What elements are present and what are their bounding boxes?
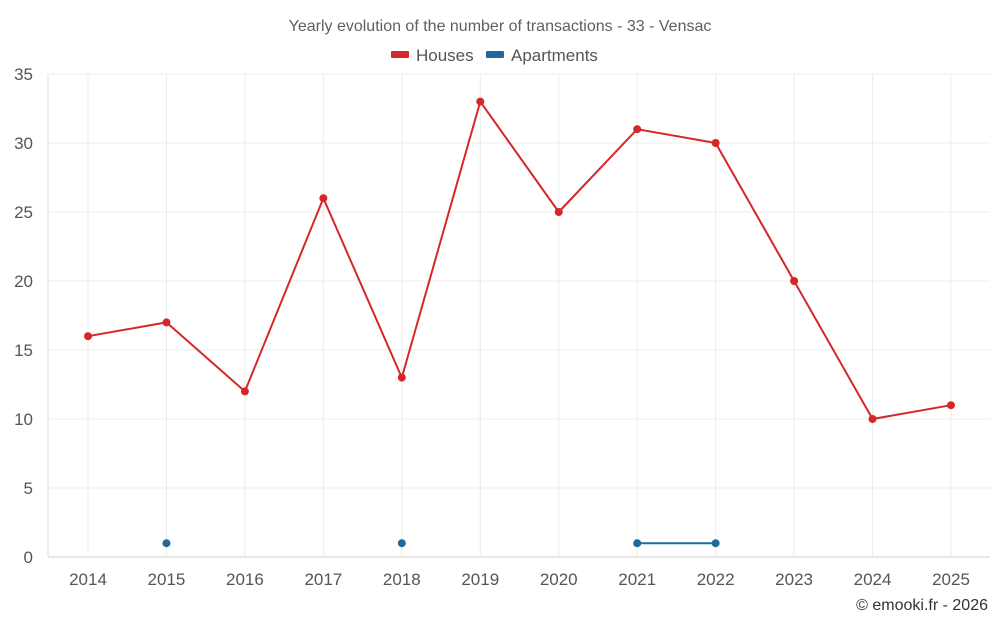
y-tick-label: 30 (14, 134, 33, 153)
y-tick-label: 35 (14, 65, 33, 84)
data-point-apartments (397, 539, 406, 548)
data-point-apartments (711, 539, 720, 548)
x-tick-label: 2025 (932, 570, 970, 589)
data-point-houses (240, 387, 249, 396)
x-tick-label: 2014 (69, 570, 107, 589)
data-point-houses (711, 139, 720, 147)
data-point-houses (554, 208, 563, 216)
x-tick-label: 2023 (775, 570, 813, 589)
data-point-houses (162, 318, 171, 327)
data-point-houses (868, 415, 877, 423)
x-tick-label: 2024 (854, 570, 892, 589)
legend-label-apartments: Apartments (511, 46, 598, 65)
y-tick-label: 20 (14, 272, 33, 291)
data-point-houses (476, 97, 485, 106)
legend: Houses Apartments (391, 46, 598, 65)
data-point-houses (397, 373, 406, 382)
series-line-houses (87, 100, 952, 420)
data-point-houses (790, 277, 799, 285)
y-tick-label: 0 (24, 548, 33, 567)
legend-swatch-apartments (486, 51, 504, 58)
data-point-houses (84, 332, 92, 341)
data-point-houses (633, 125, 642, 134)
chart-title: Yearly evolution of the number of transa… (289, 18, 712, 35)
series-layer (84, 97, 955, 548)
data-point-houses (947, 401, 955, 410)
x-tick-label: 2019 (461, 570, 499, 589)
x-tick-label: 2017 (304, 570, 342, 589)
legend-swatch-houses (391, 51, 409, 58)
x-tick-label: 2016 (226, 570, 264, 589)
x-tick-label: 2020 (540, 570, 578, 589)
data-point-houses (319, 194, 328, 203)
grid (48, 73, 990, 558)
data-point-apartments (633, 539, 642, 548)
y-tick-label: 5 (24, 479, 33, 498)
y-tick-label: 25 (14, 203, 33, 222)
credit-text: © emooki.fr - 2026 (856, 597, 988, 614)
x-tick-label: 2018 (383, 570, 421, 589)
legend-label-houses: Houses (416, 46, 474, 65)
x-tick-label: 2015 (148, 570, 186, 589)
y-tick-label: 10 (14, 410, 33, 429)
y-tick-label: 15 (14, 341, 33, 360)
x-tick-label: 2021 (618, 570, 656, 589)
data-point-apartments (162, 539, 171, 548)
x-tick-label: 2022 (697, 570, 735, 589)
